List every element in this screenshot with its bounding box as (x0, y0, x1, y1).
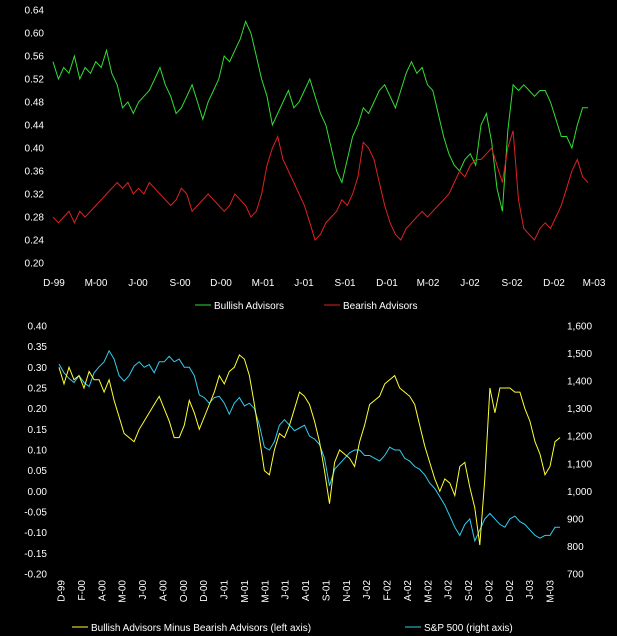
x-tick-label: S-01 (321, 580, 332, 602)
x-tick-label: M-00 (85, 278, 108, 289)
y-left-tick-label: 0.20 (28, 404, 48, 415)
y-tick-label: 0.28 (25, 213, 45, 224)
y-right-tick-label: 1,300 (567, 404, 592, 415)
y-right-tick-label: 900 (567, 514, 584, 525)
y-right-tick-label: 1,100 (567, 459, 592, 470)
y-right-tick-label: 1,000 (567, 487, 592, 498)
x-tick-label: D-99 (57, 580, 68, 602)
y-left-tick-label: 0.05 (28, 466, 48, 477)
x-tick-label: S-01 (334, 278, 356, 289)
y-left-tick-label: 0.35 (28, 342, 48, 353)
y-tick-label: 0.48 (25, 98, 45, 109)
chart-1: 0.64 0.60 0.56 0.52 0.48 0.44 0.40 0.36 0.32 0.28… (25, 6, 606, 313)
x-tick-label: J-00 (128, 278, 148, 289)
x-tick-label: M-01 (252, 278, 275, 289)
x-tick-label: S-02 (501, 278, 523, 289)
y-right-tick-label: 1,400 (567, 377, 592, 388)
y-tick-label: 0.36 (25, 167, 45, 178)
x-tick-label: O-02 (484, 580, 495, 603)
y-left-tick-label: -0.20 (24, 570, 47, 581)
x-tick-label: S-02 (464, 580, 475, 602)
legend-label: Bearish Advisors (343, 301, 417, 312)
x-tick-label: M-01 (260, 580, 271, 603)
legend-label: Bullish Advisors Minus Bearish Advisors … (91, 623, 311, 634)
x-tick-label: M-01 (240, 580, 251, 603)
y-left-tick-label: -0.15 (24, 549, 47, 560)
y-left-tick-label: 0.10 (28, 446, 48, 457)
series-line-bullish (52, 20, 588, 212)
y-tick-label: 0.24 (25, 236, 45, 247)
y-tick-label: 0.60 (25, 29, 45, 40)
y-left-tick-label: 0.00 (28, 487, 48, 498)
x-tick-label: J-02 (444, 580, 455, 600)
x-tick-label: D-99 (43, 278, 65, 289)
x-tick-label: D-02 (543, 278, 565, 289)
y-left-tick-label: 0.30 (28, 363, 48, 374)
y-right-tick-label: 1,200 (567, 432, 592, 443)
series-line-sp500 (58, 349, 560, 543)
y-tick-label: 0.32 (25, 190, 45, 201)
x-tick-label: F-00 (77, 580, 88, 601)
x-tick-label: A-00 (158, 580, 169, 602)
x-tick-label: S-00 (169, 278, 191, 289)
y-left-tick-label: 0.15 (28, 425, 48, 436)
x-tick-label: A-00 (97, 580, 108, 602)
y-tick-label: 0.52 (25, 75, 45, 86)
x-tick-label: M-02 (423, 580, 434, 603)
x-tick-label: D-00 (199, 580, 210, 602)
x-tick-label: M-03 (583, 278, 606, 289)
y-left-tick-label: 0.40 (28, 322, 48, 333)
chart-2: 0.40 0.35 0.30 0.25 0.20 0.15 0.10 0.05 0.00 -0.0… (24, 322, 592, 635)
x-tick-label: J-01 (220, 580, 231, 600)
x-tick-label: J-02 (362, 580, 373, 600)
legend-label: Bullish Advisors (214, 301, 284, 312)
legend-label: S&P 500 (right axis) (424, 623, 513, 634)
y-left-tick-label: 0.25 (28, 384, 48, 395)
x-tick-label: A-02 (403, 580, 414, 602)
y-right-tick-label: 1,600 (567, 322, 592, 333)
x-tick-label: M-02 (417, 278, 440, 289)
x-tick-label: D-01 (376, 278, 398, 289)
y-tick-label: 0.44 (25, 121, 45, 132)
x-tick-label: J-01 (294, 278, 314, 289)
y-tick-label: 0.20 (25, 259, 45, 270)
x-tick-label: M-03 (546, 580, 557, 603)
series-line-bull-minus-bear (58, 354, 561, 546)
x-tick-label: M-00 (118, 580, 129, 603)
y-tick-label: 0.64 (25, 6, 45, 17)
y-left-tick-label: -0.05 (24, 508, 47, 519)
x-tick-label: J-02 (460, 278, 480, 289)
x-tick-label: D-02 (505, 580, 516, 602)
y-tick-label: 0.56 (25, 52, 45, 63)
x-tick-label: O-00 (179, 580, 190, 603)
x-tick-label: D-00 (210, 278, 232, 289)
x-tick-label: F-02 (383, 580, 394, 601)
x-tick-label: N-01 (342, 580, 353, 602)
y-right-tick-label: 800 (567, 542, 584, 553)
x-tick-label: J-00 (138, 580, 149, 600)
x-tick-label: A-01 (301, 580, 312, 602)
x-tick-label: J-03 (525, 580, 536, 600)
series-line-bearish (52, 130, 589, 241)
y-tick-label: 0.40 (25, 144, 45, 155)
y-left-tick-label: -0.10 (24, 528, 47, 539)
y-right-tick-label: 1,500 (567, 349, 592, 360)
x-tick-label: J-01 (281, 580, 292, 600)
y-right-tick-label: 700 (567, 570, 584, 581)
